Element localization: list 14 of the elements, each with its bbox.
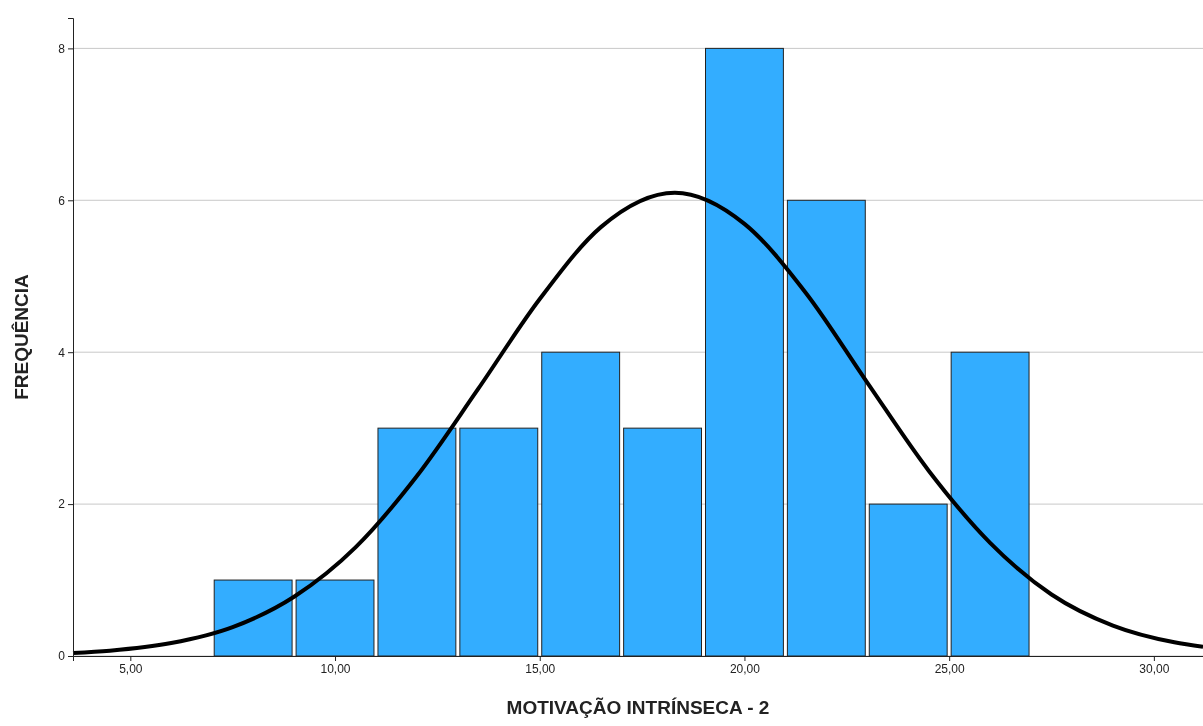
x-tick-label: 20,00 [729, 661, 761, 676]
x-axis-title: MOTIVAÇÃO INTRÍNSECA - 2 [506, 697, 770, 718]
y-tick-label: 8 [58, 41, 66, 56]
line-series [71, 190, 1203, 655]
x-tick-label: 10,00 [320, 661, 351, 676]
x-tick-label: 5,00 [119, 661, 143, 676]
y-tick-label: 6 [58, 193, 66, 208]
y-axis-title: FREQUÊNCIA [11, 273, 32, 400]
y-tick-label: 4 [58, 345, 66, 360]
x-tick-label: 30,00 [1139, 661, 1170, 676]
y-tick-label: 0 [58, 649, 66, 664]
x-tick-label: 25,00 [934, 661, 965, 676]
y-tick-label: 2 [58, 497, 66, 512]
x-tick-label: 15,00 [525, 661, 556, 676]
